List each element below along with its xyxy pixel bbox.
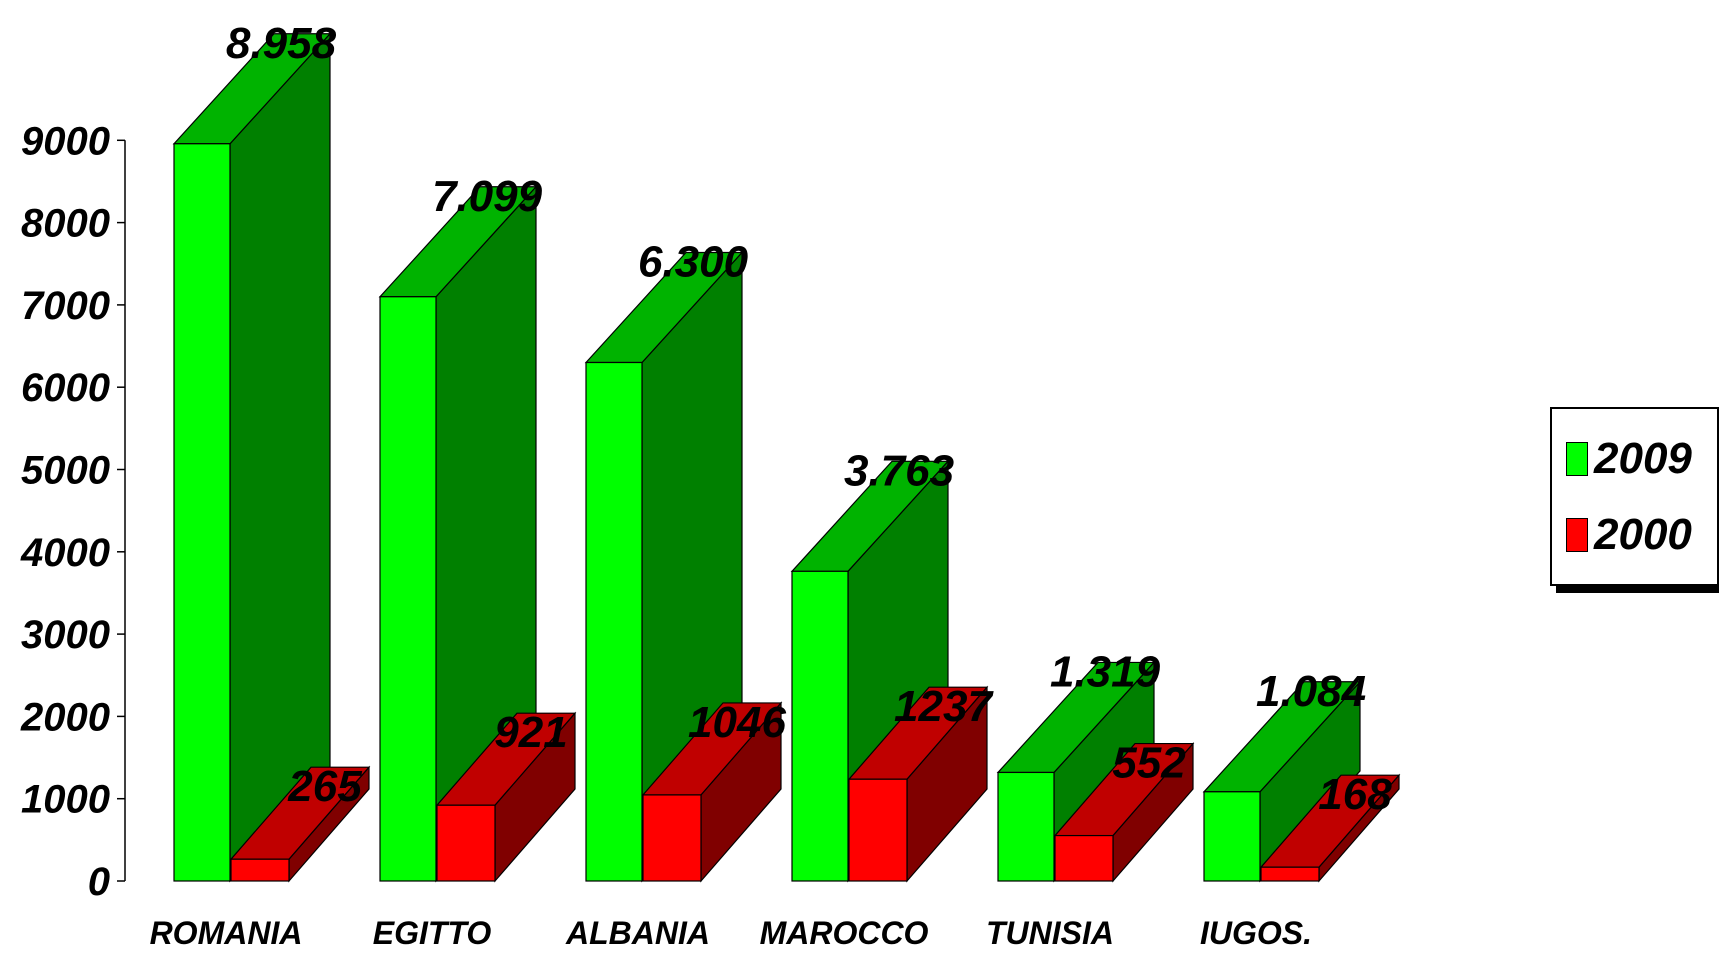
data-label-2000: 1046 [688,698,786,747]
legend-item-2009: 2009 [1566,437,1692,481]
bar-2000-tunisia-front [1054,834,1114,882]
x-category-label: IUGOS. [1200,915,1312,951]
y-tick-label: 7000 [21,284,110,328]
x-category-label: TUNISIA [986,915,1114,951]
bar-2000-iugos-front [1260,866,1320,882]
y-tick-label: 3000 [21,613,110,657]
bar-2009-romania-front [173,143,231,882]
x-category-label: EGITTO [373,915,492,951]
legend-swatch-2000 [1566,518,1588,552]
bar-2000-egitto-front [436,804,496,882]
bar-2009-iugos-front [1203,791,1261,882]
data-label-2009: 6.300 [638,238,749,287]
chart-legend: 2009 2000 [1550,407,1719,586]
bar-2009-albania-front [585,361,643,882]
bar-2000-romania-front [230,858,290,882]
x-category-label: ALBANIA [565,915,710,951]
bar-2009-romania-side [229,32,331,883]
y-tick-label: 6000 [21,366,110,410]
legend-item-2000: 2000 [1566,513,1692,557]
y-tick-label: 5000 [21,449,110,493]
y-tick-label: 2000 [20,695,110,739]
x-category-label: ROMANIA [150,915,303,951]
data-label-2000: 552 [1112,739,1186,788]
data-label-2009: 1.319 [1050,647,1161,696]
y-tick-label: 4000 [20,531,110,575]
bar-2000-marocco-front [848,778,908,882]
bar-2009-marocco-front [791,570,849,882]
bar-2009-tunisia-front [997,771,1055,882]
data-label-2009: 1.084 [1256,667,1366,716]
data-label-2009: 3.763 [844,446,954,495]
y-tick-label: 1000 [21,778,110,822]
bar-2009-egitto-front [379,296,437,882]
data-label-2000: 1237 [894,682,994,731]
x-category-label: MAROCCO [760,915,929,951]
data-label-2009: 7.099 [432,172,543,221]
y-tick-label: 9000 [21,119,110,163]
data-label-2000: 921 [494,708,567,757]
bar-2000-albania-front [642,794,702,882]
y-tick-label: 8000 [21,202,110,246]
legend-label-2000: 2000 [1594,510,1692,559]
legend-label-2009: 2009 [1594,434,1692,483]
y-tick-label: 0 [88,860,110,904]
legend-swatch-2009 [1566,442,1588,476]
data-label-2009: 8.958 [226,19,337,68]
data-label-2000: 265 [287,762,362,811]
data-label-2000: 168 [1318,770,1392,819]
